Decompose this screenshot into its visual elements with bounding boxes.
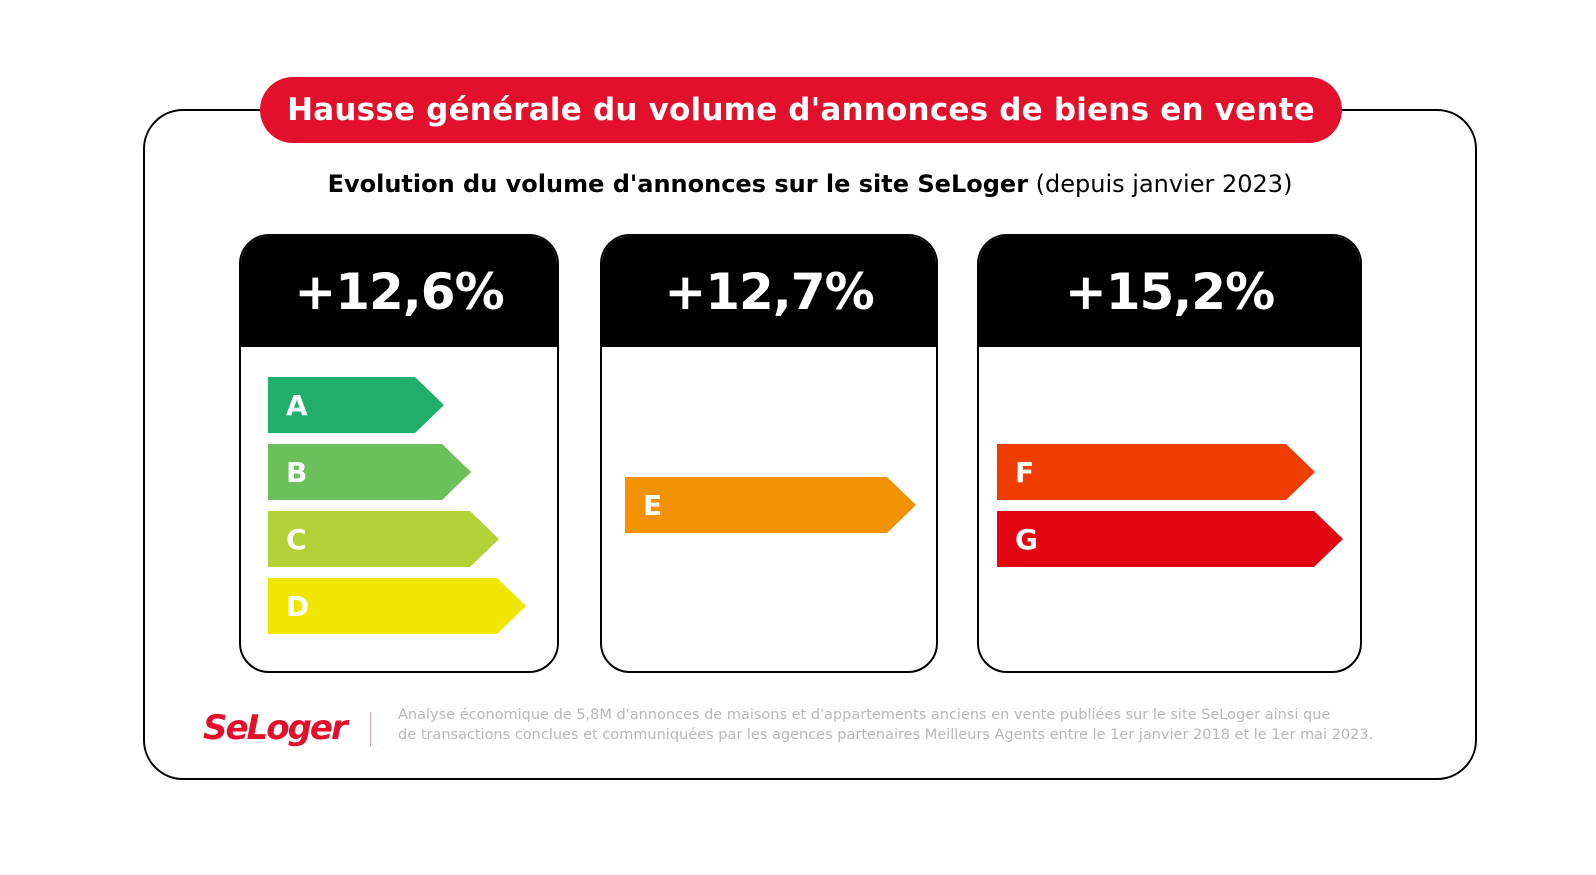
energy-class-label: A xyxy=(286,388,308,422)
banner-title: Hausse générale du volume d'annonces de … xyxy=(260,77,1342,143)
seloger-logo: SeLoger xyxy=(203,708,348,748)
energy-class-label: F xyxy=(1015,455,1035,489)
energy-class-label: B xyxy=(286,455,308,489)
card-value: +15,2% xyxy=(979,236,1360,347)
card-dpe-a-d: +12,6% A B C D xyxy=(239,234,559,673)
energy-class-label: D xyxy=(286,589,310,623)
card-value: +12,6% xyxy=(241,236,557,347)
energy-class-b: B xyxy=(268,444,471,500)
methodology-note-line: Analyse économique de 5,8M d'annonces de… xyxy=(398,707,1331,723)
methodology-note-line: de transactions conclues et communiquées… xyxy=(398,727,1374,743)
energy-class-a: A xyxy=(268,377,444,433)
card-value: +12,7% xyxy=(602,236,936,347)
energy-class-c: C xyxy=(268,511,499,567)
energy-class-label: C xyxy=(286,522,307,556)
card-dpe-e: +12,7% E xyxy=(600,234,938,673)
energy-class-label: G xyxy=(1015,522,1038,556)
energy-class-label: E xyxy=(643,488,663,522)
energy-class-g: G xyxy=(997,511,1343,567)
energy-class-f: F xyxy=(997,444,1315,500)
energy-class-d: D xyxy=(268,578,526,634)
subtitle-period: (depuis janvier 2023) xyxy=(1028,170,1293,198)
subtitle-main: Evolution du volume d'annonces sur le si… xyxy=(327,170,1029,198)
chart-subtitle: Evolution du volume d'annonces sur le si… xyxy=(143,170,1477,198)
methodology-note: Analyse économique de 5,8M d'annonces de… xyxy=(398,705,1408,745)
card-dpe-f-g: +15,2% F G xyxy=(977,234,1362,673)
energy-class-e: E xyxy=(625,477,916,533)
footer-divider xyxy=(370,712,371,746)
